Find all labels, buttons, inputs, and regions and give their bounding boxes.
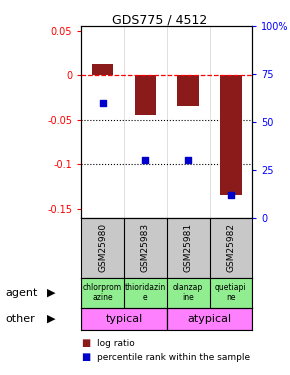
Text: ▶: ▶ <box>46 288 55 297</box>
Text: ■: ■ <box>81 352 90 362</box>
Bar <box>135 75 156 115</box>
Text: ▶: ▶ <box>46 314 55 324</box>
Bar <box>220 75 242 195</box>
Text: GSM25982: GSM25982 <box>226 223 235 272</box>
Text: GSM25981: GSM25981 <box>184 223 193 272</box>
Bar <box>177 75 199 106</box>
Text: percentile rank within the sample: percentile rank within the sample <box>97 352 250 362</box>
Bar <box>81 308 167 330</box>
Text: GSM25980: GSM25980 <box>98 223 107 272</box>
Text: agent: agent <box>6 288 38 297</box>
Point <box>143 157 148 163</box>
Text: quetiapi
ne: quetiapi ne <box>215 283 247 302</box>
Text: other: other <box>6 314 36 324</box>
Text: thioridazin
e: thioridazin e <box>125 283 166 302</box>
Text: ■: ■ <box>81 338 90 348</box>
Text: chlorprom
azine: chlorprom azine <box>83 283 122 302</box>
Point <box>100 100 105 106</box>
Text: atypical: atypical <box>187 314 232 324</box>
Bar <box>92 64 113 75</box>
Text: GSM25983: GSM25983 <box>141 223 150 272</box>
Text: typical: typical <box>105 314 143 324</box>
Point <box>229 192 233 198</box>
Text: olanzap
ine: olanzap ine <box>173 283 203 302</box>
Text: log ratio: log ratio <box>97 339 135 348</box>
Text: GDS775 / 4512: GDS775 / 4512 <box>112 13 207 26</box>
Bar <box>167 308 252 330</box>
Point <box>186 157 191 163</box>
